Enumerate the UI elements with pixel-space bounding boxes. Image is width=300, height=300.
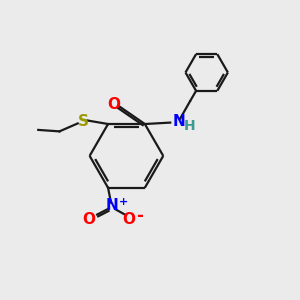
Text: O: O (82, 212, 95, 227)
Text: O: O (107, 97, 120, 112)
Text: O: O (123, 212, 136, 227)
Text: -: - (136, 207, 143, 225)
Text: S: S (77, 114, 88, 129)
Text: H: H (184, 119, 195, 133)
Text: +: + (119, 196, 128, 207)
Text: N: N (173, 115, 186, 130)
Text: N: N (106, 198, 119, 213)
